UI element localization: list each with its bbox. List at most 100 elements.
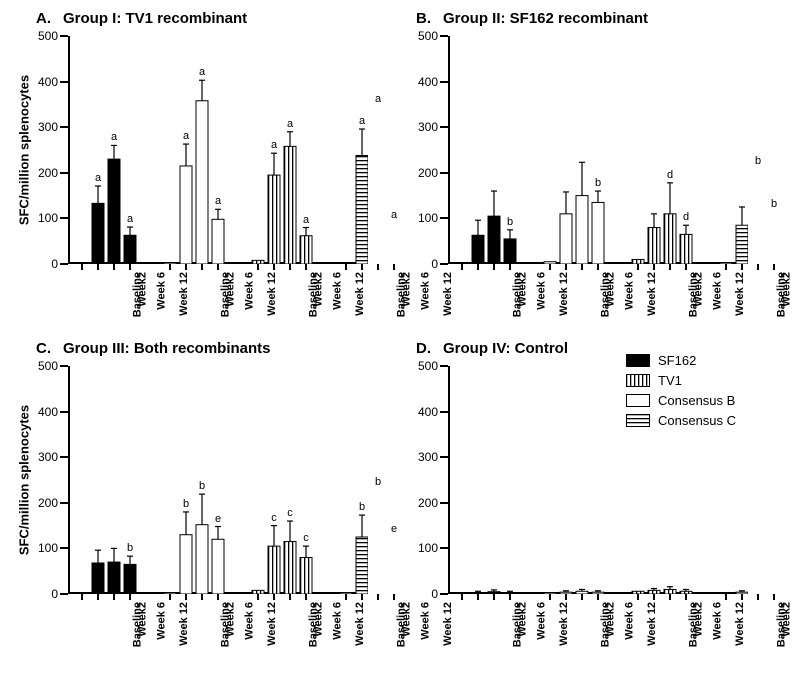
y-tick — [60, 81, 68, 83]
panel-letter: C. — [36, 340, 51, 357]
significance-label: c — [287, 507, 293, 519]
y-tick-label: 400 — [38, 405, 58, 419]
x-tick — [653, 264, 655, 270]
y-tick — [440, 365, 448, 367]
bar — [356, 537, 368, 594]
significance-label: b — [755, 155, 761, 167]
bar — [456, 263, 468, 264]
significance-label: a — [303, 214, 309, 226]
bar — [680, 591, 692, 594]
x-tick — [97, 594, 99, 600]
x-tick — [757, 594, 759, 600]
x-tick-label: Week 12 — [178, 602, 190, 646]
x-tick-label: Week 12 — [266, 272, 278, 316]
significance-label: a — [183, 130, 189, 142]
bars-svg — [448, 36, 748, 264]
bar — [592, 592, 604, 594]
x-tick — [565, 264, 567, 270]
bar — [268, 546, 280, 594]
bar — [504, 593, 516, 594]
y-tick — [440, 547, 448, 549]
significance-label: c — [303, 532, 309, 544]
legend-swatch — [626, 374, 650, 387]
x-tick-label: Week 12 — [734, 272, 746, 316]
x-tick-label: Week2 — [781, 272, 793, 307]
significance-label: b — [507, 216, 513, 228]
y-tick-label: 0 — [51, 257, 58, 271]
significance-label: a — [375, 93, 381, 105]
x-tick — [169, 594, 171, 600]
bar — [340, 593, 352, 594]
x-tick — [185, 594, 187, 600]
panel-title: D.Group IV: Control — [416, 340, 568, 357]
x-tick — [289, 264, 291, 270]
significance-label: a — [127, 213, 133, 225]
y-tick — [60, 456, 68, 458]
x-tick-label: Week 6 — [244, 272, 256, 310]
bar — [720, 263, 732, 264]
bar — [212, 219, 224, 264]
x-tick-label: Week 12 — [354, 602, 366, 646]
x-tick-label: Week2 — [781, 602, 793, 637]
x-tick-label: Week 12 — [266, 602, 278, 646]
x-tick-label: Week 12 — [558, 272, 570, 316]
bar — [488, 592, 500, 594]
y-tick — [440, 456, 448, 458]
y-tick-label: 300 — [418, 120, 438, 134]
significance-label: b — [199, 480, 205, 492]
significance-label: b — [127, 542, 133, 554]
x-tick — [549, 594, 551, 600]
panel-title-text: Group II: SF162 recombinant — [443, 10, 648, 27]
x-tick — [129, 594, 131, 600]
significance-label: a — [271, 139, 277, 151]
x-tick — [685, 264, 687, 270]
x-tick-label: Week 6 — [156, 602, 168, 640]
x-tick — [493, 264, 495, 270]
x-tick-label: Week2 — [313, 602, 325, 637]
chart: SFC/million splenocytes0100200300400500B… — [68, 36, 368, 264]
significance-label: a — [111, 131, 117, 143]
bar — [472, 235, 484, 264]
bars-svg — [68, 36, 368, 264]
legend-label: TV1 — [658, 373, 682, 388]
x-tick — [273, 264, 275, 270]
x-tick-label: Week2 — [137, 272, 149, 307]
legend-item: SF162 — [626, 352, 736, 368]
bar — [736, 225, 748, 264]
significance-label: b — [359, 501, 365, 513]
y-tick — [60, 593, 68, 595]
x-tick — [461, 264, 463, 270]
y-tick — [440, 593, 448, 595]
x-tick — [773, 264, 775, 270]
panel-title: C.Group III: Both recombinants — [36, 340, 271, 357]
bar — [504, 239, 516, 264]
x-tick — [81, 264, 83, 270]
x-tick-area: BaselineWeek2Week 6Week 12BaselineWeek2W… — [448, 594, 748, 654]
x-tick — [477, 264, 479, 270]
x-tick — [757, 264, 759, 270]
x-tick — [345, 264, 347, 270]
significance-label: e — [215, 513, 221, 525]
bar — [164, 593, 176, 594]
bar — [648, 228, 660, 264]
x-tick-label: Week2 — [517, 602, 529, 637]
x-tick-label: Week 12 — [646, 272, 658, 316]
bar — [76, 263, 88, 264]
significance-label: b — [375, 476, 381, 488]
x-tick-area: BaselineWeek2Week 6Week 12BaselineWeek2W… — [68, 594, 368, 654]
panel-c: C.Group III: Both recombinantsSFC/millio… — [14, 340, 384, 660]
x-tick — [461, 594, 463, 600]
x-tick — [725, 594, 727, 600]
x-tick-label: Week 6 — [156, 272, 168, 310]
x-tick-label: Week 6 — [624, 272, 636, 310]
bar — [284, 146, 296, 264]
x-tick — [129, 264, 131, 270]
y-tick-label: 0 — [431, 257, 438, 271]
x-tick-label: Week 12 — [646, 602, 658, 646]
x-tick-label: Week2 — [605, 602, 617, 637]
x-tick-label: Week2 — [517, 272, 529, 307]
significance-label: b — [595, 177, 601, 189]
x-tick — [509, 594, 511, 600]
y-tick — [440, 81, 448, 83]
x-tick — [97, 264, 99, 270]
